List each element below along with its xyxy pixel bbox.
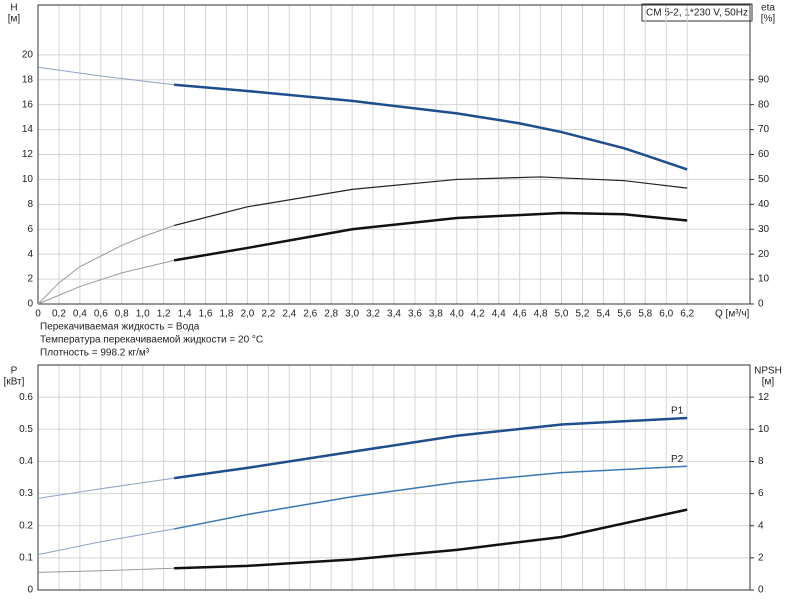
curve [173, 176, 688, 227]
curve [37, 66, 175, 86]
y-tick-label: 12 [22, 149, 34, 160]
y2-tick-label: 0 [758, 585, 764, 596]
x-tick-label: 6,2 [680, 309, 694, 320]
title-box [641, 3, 753, 22]
x-tick-label: 5,4 [596, 309, 610, 320]
x-tick-label: 3,8 [429, 309, 443, 320]
x-tick-label: 3,2 [366, 309, 380, 320]
y2-tick-label: 12 [758, 392, 770, 403]
series-label: P1 [671, 406, 684, 417]
x-tick-label: 6,0 [659, 309, 673, 320]
y-tick-label: 0.5 [19, 424, 33, 435]
x-tick-label: 2,8 [324, 309, 338, 320]
y-tick-label: 0.2 [19, 520, 33, 531]
series-label: P2 [671, 454, 684, 465]
x-tick-label: 4,8 [534, 309, 548, 320]
y-axis-label: H [10, 3, 17, 14]
y-axis-label: P [11, 366, 18, 377]
y-tick-label: 8 [27, 199, 33, 210]
curve [173, 211, 688, 262]
curve [173, 416, 688, 480]
curve [37, 528, 175, 556]
x-tick-label: 4,2 [471, 309, 485, 320]
note: Температура перекачиваемой жидкости = 20… [40, 335, 263, 346]
y-tick-label: 4 [27, 249, 33, 260]
y-tick-label: 16 [22, 99, 34, 110]
x-tick-label: 0,8 [115, 309, 129, 320]
x-tick-label: 5,0 [555, 309, 569, 320]
y2-tick-label: 90 [758, 74, 770, 85]
x-tick-label: 5,2 [576, 309, 590, 320]
y-tick-label: 20 [22, 49, 34, 60]
curve [173, 465, 688, 530]
x-tick-label: 1,0 [136, 309, 150, 320]
x-tick-label: 1,8 [220, 309, 234, 320]
x-tick-label: 1,6 [199, 309, 213, 320]
note: Плотность = 998.2 кг/м³ [40, 348, 150, 359]
x-tick-label: 0,4 [73, 309, 87, 320]
note: Перекачиваемая жидкость = Вода [40, 322, 200, 333]
y2-tick-label: 4 [758, 520, 764, 531]
y-tick-label: 0.1 [19, 552, 33, 563]
x-tick-label: 4,6 [513, 309, 527, 320]
y2-tick-label: 6 [758, 488, 764, 499]
x-tick-label: 3,6 [408, 309, 422, 320]
y-tick-label: 2 [27, 274, 33, 285]
x-tick-label: 5,8 [638, 309, 652, 320]
y-tick-label: 0.3 [19, 488, 33, 499]
x-tick-label: 2,6 [303, 309, 317, 320]
curve [174, 83, 688, 171]
y2-axis-unit: [м] [762, 377, 775, 388]
y-tick-label: 0.4 [19, 456, 33, 467]
y-axis-unit: [кВт] [4, 377, 25, 388]
y2-axis-label: eta [761, 3, 775, 14]
x-tick-label: 2,0 [240, 309, 254, 320]
curve [37, 567, 175, 573]
y-tick-label: 0.6 [19, 392, 33, 403]
x-tick-label: 3,4 [387, 309, 401, 320]
y-tick-label: 14 [22, 124, 34, 135]
y2-tick-label: 2 [758, 552, 764, 563]
x-tick-label: 0,2 [52, 309, 66, 320]
y2-tick-label: 0 [758, 299, 764, 310]
y2-tick-label: 10 [758, 424, 770, 435]
curve [37, 225, 175, 305]
x-tick-label: 1,2 [157, 309, 171, 320]
y2-axis-unit: [%] [761, 14, 776, 25]
y2-tick-label: 50 [758, 174, 770, 185]
x-tick-label: 2,4 [282, 309, 296, 320]
y-tick-label: 18 [22, 74, 34, 85]
y-tick-label: 0 [27, 585, 33, 596]
x-tick-label: 0 [35, 309, 41, 320]
y-tick-label: 0 [27, 299, 33, 310]
y2-tick-label: 20 [758, 249, 770, 260]
x-tick-label: 5,6 [617, 309, 631, 320]
y-tick-label: 10 [22, 174, 34, 185]
y2-tick-label: 8 [758, 456, 764, 467]
curve [37, 477, 175, 499]
y-axis-unit: [м] [8, 14, 21, 25]
y2-tick-label: 60 [758, 149, 770, 160]
x-tick-label: 4,4 [492, 309, 506, 320]
x-axis-label: Q [м³/ч] [715, 309, 750, 320]
y2-axis-label: NPSH [754, 366, 782, 377]
y2-tick-label: 80 [758, 99, 770, 110]
curve [37, 259, 175, 305]
x-tick-label: 2,2 [261, 309, 275, 320]
x-tick-label: 1,4 [178, 309, 192, 320]
y2-tick-label: 30 [758, 224, 770, 235]
curve [174, 508, 688, 570]
y2-tick-label: 10 [758, 274, 770, 285]
y2-tick-label: 40 [758, 199, 770, 210]
x-tick-label: 3,0 [345, 309, 359, 320]
plot-frame [37, 4, 751, 305]
plot-frame [37, 364, 751, 591]
y2-tick-label: 70 [758, 124, 770, 135]
y-tick-label: 6 [27, 224, 33, 235]
x-tick-label: 0,6 [94, 309, 108, 320]
x-tick-label: 4,0 [450, 309, 464, 320]
chart-title: CM 5-2, 1*230 V, 50Hz [646, 8, 748, 19]
